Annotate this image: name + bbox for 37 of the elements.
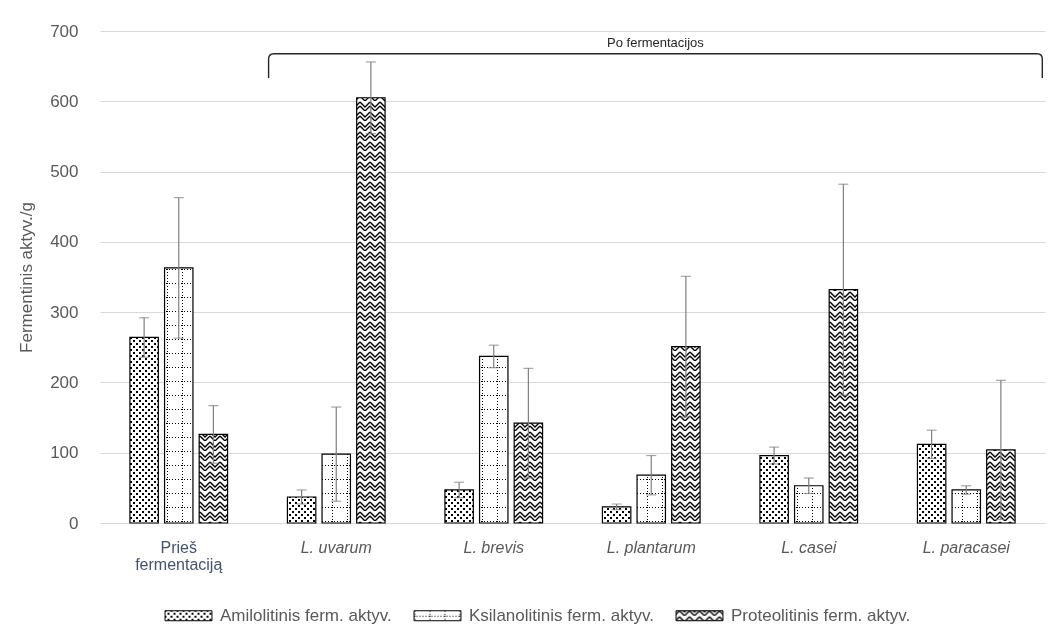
bar bbox=[601, 506, 632, 524]
y-tick-label: 300 bbox=[50, 302, 79, 322]
bar bbox=[444, 489, 474, 524]
y-tick-label: 500 bbox=[50, 162, 79, 182]
bar bbox=[986, 449, 1016, 524]
x-tick-label: Prieš fermentaciją bbox=[135, 538, 223, 573]
bar bbox=[636, 474, 667, 524]
bar bbox=[793, 485, 824, 524]
x-tick-label: L. paracasei bbox=[922, 538, 1011, 556]
y-tick-label: 400 bbox=[50, 232, 79, 252]
x-tick-label: L. plantarum bbox=[606, 538, 696, 556]
x-tick-label: L. brevis bbox=[463, 538, 524, 556]
bar bbox=[916, 443, 947, 524]
legend-label: Ksilanolitinis ferm. aktyv. bbox=[469, 605, 654, 625]
x-tick-label: L. casei bbox=[781, 538, 837, 556]
bar bbox=[286, 496, 317, 524]
y-tick-label: 700 bbox=[50, 21, 79, 41]
bar bbox=[198, 433, 229, 524]
bar bbox=[671, 345, 701, 524]
y-tick-label: 600 bbox=[50, 91, 79, 111]
bar bbox=[356, 97, 386, 524]
bar bbox=[513, 422, 544, 524]
bar bbox=[321, 453, 352, 524]
bar bbox=[828, 289, 859, 524]
bar bbox=[163, 267, 194, 524]
legend-label: Amilolitinis ferm. aktyv. bbox=[220, 605, 392, 625]
bar bbox=[951, 489, 982, 524]
y-tick-label: 200 bbox=[50, 372, 79, 392]
bar bbox=[129, 336, 159, 524]
x-tick-label: L. uvarum bbox=[300, 538, 372, 556]
bar bbox=[478, 355, 509, 524]
y-tick-label: 100 bbox=[50, 443, 79, 463]
y-tick-label: 0 bbox=[69, 513, 79, 533]
y-axis-title: Fermentinis aktyv./g bbox=[17, 202, 37, 353]
annotation: Po fermentacijos bbox=[607, 35, 705, 50]
legend-label: Proteolitinis ferm. aktyv. bbox=[731, 605, 911, 625]
bar bbox=[759, 454, 789, 524]
